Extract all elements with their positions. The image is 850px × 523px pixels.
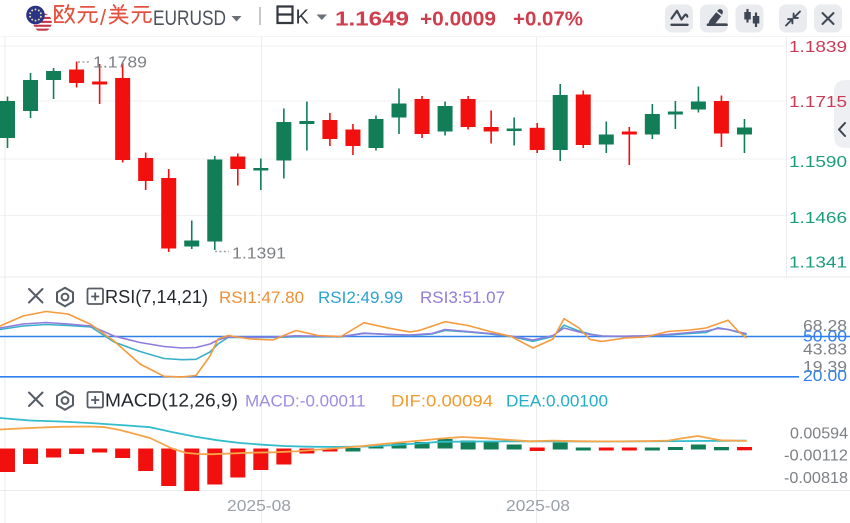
svg-text:1.1839: 1.1839 (789, 39, 847, 56)
svg-text:MACD(12,26,9): MACD(12,26,9) (105, 391, 238, 411)
svg-text:1.1789: 1.1789 (93, 55, 147, 72)
svg-text:+0.0009: +0.0009 (420, 9, 496, 31)
svg-text:1.1649: 1.1649 (335, 9, 409, 31)
svg-text:68.28: 68.28 (803, 318, 847, 335)
svg-text:RSI(7,14,21): RSI(7,14,21) (105, 287, 208, 307)
svg-text:MACD:-0.00011: MACD:-0.00011 (245, 392, 366, 411)
svg-text:DIF:0.00094: DIF:0.00094 (391, 392, 493, 411)
svg-text:2025-08: 2025-08 (227, 498, 291, 515)
svg-text:1.1715: 1.1715 (789, 94, 847, 111)
svg-text:RSI2:49.99: RSI2:49.99 (318, 288, 403, 307)
svg-text:K: K (296, 7, 310, 29)
svg-text:19.39: 19.39 (803, 359, 847, 376)
svg-text:1.1466: 1.1466 (789, 210, 847, 227)
svg-text:/: / (100, 5, 107, 30)
svg-text:0.00594: 0.00594 (790, 426, 848, 443)
svg-text:1.1391: 1.1391 (232, 246, 286, 263)
svg-text:50.00: 50.00 (803, 329, 847, 346)
svg-text:RSI3:51.07: RSI3:51.07 (420, 288, 505, 307)
svg-text:DEA:0.00100: DEA:0.00100 (506, 392, 608, 411)
svg-text:RSI1:47.80: RSI1:47.80 (219, 288, 304, 307)
svg-text:1.1341: 1.1341 (789, 255, 847, 272)
svg-text:+0.07%: +0.07% (513, 9, 583, 31)
svg-text:43.83: 43.83 (803, 342, 847, 359)
svg-text:20.00: 20.00 (803, 368, 847, 385)
svg-text:2025-08: 2025-08 (506, 498, 570, 515)
svg-text:EURUSD: EURUSD (153, 7, 226, 30)
svg-text:-0.00818: -0.00818 (784, 470, 848, 487)
svg-text:-0.00112: -0.00112 (784, 448, 848, 465)
svg-text:1.1590: 1.1590 (789, 154, 847, 171)
